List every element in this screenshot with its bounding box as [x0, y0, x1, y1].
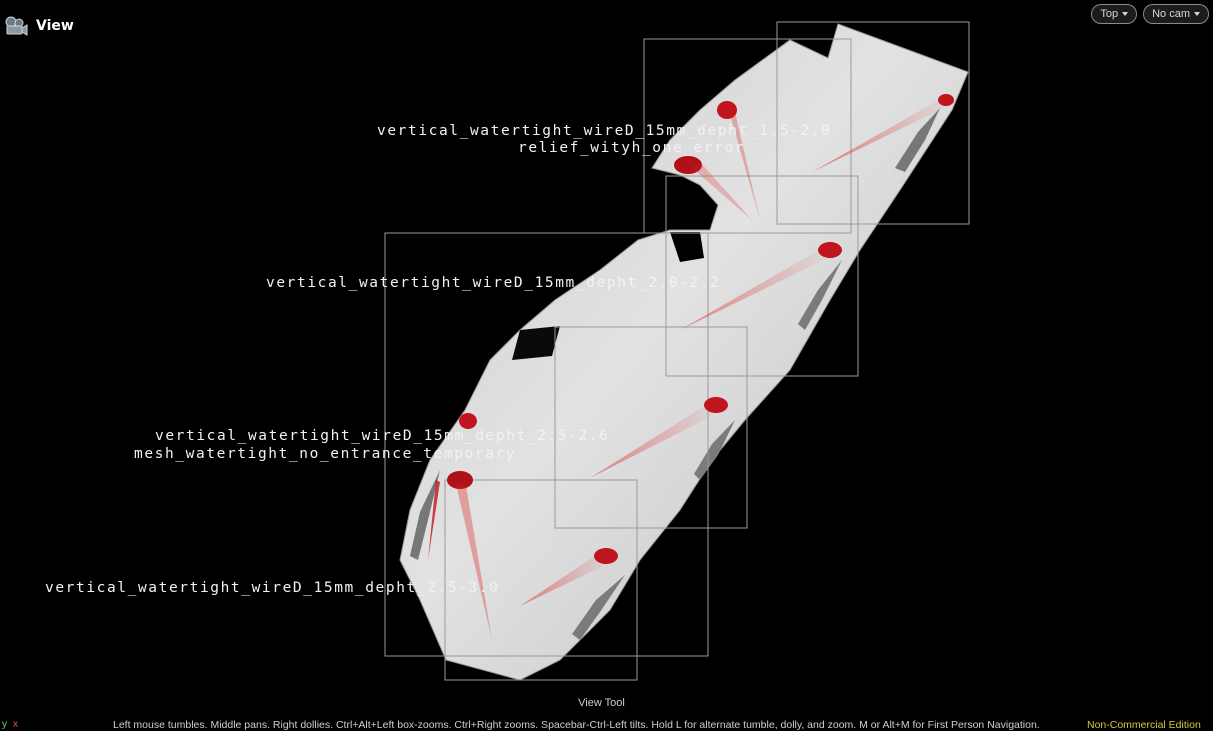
probe-marker — [459, 413, 477, 429]
probe-beam — [726, 100, 760, 220]
mesh-rough-edge — [572, 575, 625, 640]
probe-markers — [428, 94, 954, 640]
mesh-body — [399, 23, 969, 681]
mesh-rough-edge — [895, 108, 940, 172]
probe-beam — [428, 480, 440, 560]
view-header: View — [0, 12, 74, 40]
license-badge: Non-Commercial Edition — [1087, 720, 1201, 731]
probe-marker — [674, 156, 702, 174]
chevron-down-icon — [1122, 12, 1129, 16]
probe-beam — [590, 400, 720, 478]
probe-beam — [456, 484, 492, 640]
probe-marker — [717, 101, 737, 119]
axis-y-label: y — [2, 719, 7, 730]
bounding-boxes — [384, 21, 970, 681]
view-title: View — [36, 18, 74, 34]
probe-beam — [680, 246, 832, 330]
view-direction-dropdown[interactable]: Top — [1091, 4, 1138, 24]
probe-beam — [520, 550, 612, 606]
axis-gizmo: y x — [2, 719, 18, 730]
bbox-3 — [665, 175, 859, 377]
probe-marker — [938, 94, 954, 106]
camera-view-icon[interactable] — [2, 13, 28, 39]
probe-marker — [704, 397, 728, 413]
bbox-1 — [776, 21, 970, 225]
object-label-mesh-no-entrance: mesh_watertight_no_entrance_temporary — [134, 446, 516, 462]
probe-beam — [812, 95, 952, 172]
mesh-notch-edge — [512, 326, 560, 360]
bbox-2 — [643, 38, 852, 234]
probe-beam — [692, 162, 752, 220]
axis-x-label: x — [13, 719, 18, 730]
camera-controls: Top No cam — [1091, 4, 1209, 24]
bbox-4 — [384, 232, 709, 657]
mesh-rough-edge — [410, 470, 440, 560]
view-direction-label: Top — [1100, 8, 1119, 20]
camera-dropdown[interactable]: No cam — [1143, 4, 1209, 24]
bbox-6 — [444, 479, 638, 681]
object-label-relief-error: relief_wityh_one_error — [518, 140, 745, 156]
chevron-down-icon — [1194, 12, 1200, 16]
camera-label: No cam — [1152, 8, 1190, 20]
object-label-depth-1.5-2.0: vertical_watertight_wireD_15mm_depht_1.5… — [377, 123, 832, 139]
probe-marker — [594, 548, 618, 564]
object-label-depth-2.5-2.6: vertical_watertight_wireD_15mm_depht_2.5… — [155, 428, 610, 444]
mesh-rough-edge — [694, 420, 735, 480]
object-label-depth-2.0-2.2: vertical_watertight_wireD_15mm_depht_2.0… — [266, 275, 721, 291]
bbox-5 — [554, 326, 748, 529]
active-tool-label: View Tool — [578, 697, 625, 709]
mesh-notch — [670, 232, 704, 262]
help-text: Left mouse tumbles. Middle pans. Right d… — [113, 720, 1040, 731]
object-label-depth-2.5-3.0: vertical_watertight_wireD_15mm_depht_2.5… — [45, 580, 500, 596]
mesh-rough-edge — [798, 260, 842, 330]
probe-marker — [818, 242, 842, 258]
probe-marker — [447, 471, 473, 489]
